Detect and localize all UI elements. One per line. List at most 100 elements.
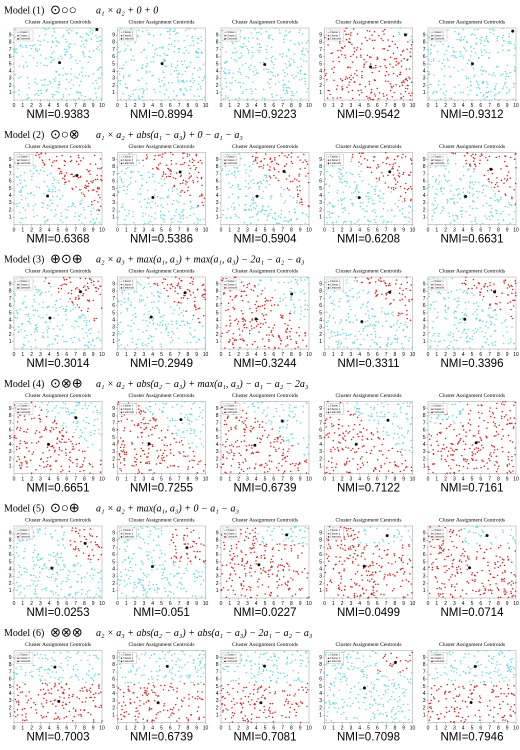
point — [345, 33, 347, 36]
point — [433, 74, 435, 76]
x-tick-label: 6 — [376, 227, 379, 233]
point — [50, 209, 52, 211]
point — [278, 81, 280, 83]
point — [146, 296, 149, 299]
y-tick-label: 4 — [319, 318, 322, 324]
point — [157, 154, 160, 157]
point — [445, 90, 447, 93]
point — [242, 320, 244, 323]
point — [299, 201, 301, 204]
point — [402, 49, 405, 51]
model-label: Model (3) — [4, 254, 44, 265]
legend-box — [15, 154, 34, 166]
point — [384, 80, 387, 82]
point — [255, 156, 257, 159]
y-tick-label: 1 — [9, 90, 12, 96]
point — [363, 157, 366, 160]
point — [260, 293, 263, 295]
centroid — [388, 290, 392, 294]
point — [513, 342, 515, 344]
point — [244, 323, 246, 325]
point — [268, 37, 271, 39]
point — [49, 172, 52, 175]
y-tick-label: 1 — [423, 339, 426, 345]
point — [297, 72, 299, 74]
point — [408, 174, 411, 177]
point — [129, 329, 132, 332]
point — [173, 70, 176, 72]
point — [56, 155, 58, 158]
point — [15, 428, 18, 430]
point — [465, 340, 468, 343]
point — [460, 39, 462, 41]
nmi-label: NMI=0.8994 — [130, 109, 194, 121]
point — [77, 295, 80, 297]
legend-swatch — [327, 162, 330, 165]
point — [444, 97, 446, 99]
point — [233, 308, 236, 310]
point — [158, 80, 160, 83]
point — [469, 337, 471, 340]
point — [451, 151, 453, 154]
point — [271, 216, 274, 219]
point — [264, 300, 267, 303]
point — [118, 67, 121, 70]
point — [439, 340, 441, 342]
point — [63, 279, 66, 281]
point — [408, 300, 410, 303]
point — [88, 277, 91, 280]
point — [501, 44, 503, 46]
point — [328, 314, 331, 317]
legend-label: Cluster 1 — [20, 156, 31, 159]
legend-swatch — [327, 38, 330, 40]
point — [117, 191, 120, 193]
point — [243, 340, 245, 342]
point — [267, 68, 269, 71]
point — [245, 88, 248, 91]
point — [97, 330, 100, 333]
point — [483, 44, 486, 47]
point — [241, 55, 243, 57]
legend-label: Cluster 2 — [227, 159, 238, 162]
point — [258, 331, 260, 333]
point — [280, 195, 283, 198]
point — [74, 298, 77, 300]
point — [382, 197, 384, 200]
point — [46, 88, 48, 91]
point — [119, 321, 122, 324]
point — [47, 190, 50, 192]
point — [469, 80, 472, 83]
point — [270, 46, 273, 49]
point — [140, 283, 142, 286]
point — [120, 178, 123, 180]
x-tick-label: 0 — [427, 352, 430, 358]
point — [250, 32, 253, 34]
x-tick-label: 8 — [497, 103, 500, 109]
legend-label: Cluster 2 — [434, 34, 445, 37]
point — [34, 94, 36, 96]
point — [374, 292, 377, 294]
point — [20, 194, 22, 196]
x-tick-label: 9 — [195, 227, 198, 233]
point — [290, 156, 293, 158]
point — [340, 319, 342, 321]
point — [456, 194, 459, 196]
point — [74, 288, 77, 290]
centroid — [48, 316, 52, 320]
point — [232, 337, 234, 340]
point — [47, 325, 49, 328]
legend-label: Cluster 1 — [123, 156, 134, 159]
point — [13, 161, 15, 164]
point — [374, 193, 376, 195]
y-tick-label: 2 — [423, 332, 426, 338]
point — [374, 325, 377, 327]
point — [292, 276, 294, 278]
point — [46, 408, 48, 411]
point — [362, 201, 364, 204]
point — [300, 198, 302, 200]
point — [137, 79, 139, 81]
point — [58, 80, 61, 83]
point — [157, 308, 160, 310]
point — [375, 185, 377, 187]
